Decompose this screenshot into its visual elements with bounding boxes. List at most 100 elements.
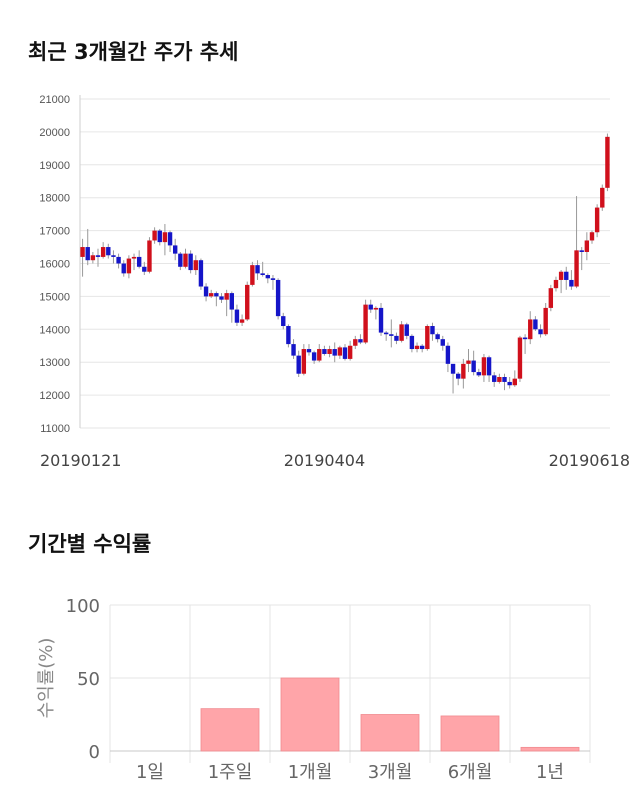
candle-body <box>275 279 281 317</box>
candle-body <box>564 271 569 280</box>
candle-body <box>450 363 456 374</box>
candle-body <box>533 319 538 330</box>
y-tick-label: 12000 <box>39 390 70 402</box>
candle-body <box>80 247 85 257</box>
candle-body <box>471 360 476 373</box>
candle-body <box>456 373 461 379</box>
candle-body <box>528 319 533 340</box>
candle-body <box>481 357 487 376</box>
candle-body <box>224 293 229 300</box>
candle-body <box>147 240 152 272</box>
bar <box>280 677 340 752</box>
candle-body <box>368 304 373 310</box>
candle-body <box>574 250 579 287</box>
candle-body <box>162 232 168 243</box>
candle-body <box>584 240 590 252</box>
x-tick-label: 20190618 <box>549 451 630 470</box>
candle-body <box>111 255 116 257</box>
candle-body <box>100 247 106 257</box>
candle-body <box>239 319 245 323</box>
candle-body <box>116 256 121 264</box>
candle-body <box>142 266 147 272</box>
candle-body <box>178 253 183 267</box>
candle-body <box>497 377 502 382</box>
candle-body <box>332 349 337 356</box>
candle-body <box>131 256 137 259</box>
y-tick-label: 19000 <box>39 160 70 172</box>
candle-body <box>569 279 574 287</box>
candle-body <box>558 271 564 280</box>
y-tick-label: 11000 <box>40 423 70 435</box>
candle-body <box>440 339 445 346</box>
stock-trend-title: 최근 3개월간 주가 추세 <box>28 40 239 64</box>
candle-body <box>476 372 481 376</box>
y-tick-label: 14000 <box>39 324 70 336</box>
candle-body <box>548 288 554 308</box>
candle-body <box>399 324 404 341</box>
candle-body <box>296 355 301 374</box>
candle-body <box>245 284 250 320</box>
candle-body <box>121 263 126 274</box>
candle-body <box>600 187 605 208</box>
candle-body <box>172 245 178 254</box>
y-tick-label: 16000 <box>39 259 70 271</box>
candle-body <box>445 345 451 364</box>
candle-body <box>203 286 209 297</box>
candle-body <box>522 337 528 340</box>
y-tick-label: 20000 <box>39 127 70 139</box>
candle-body <box>255 265 260 274</box>
candle-body <box>85 247 90 261</box>
candle-body <box>342 347 348 359</box>
candle-body <box>435 334 440 340</box>
x-tick-label: 20190121 <box>40 451 121 470</box>
candlestick-chart: 11000 12000 13000 14000 15000 16000 17000 18000… <box>39 94 630 470</box>
x-tick-label: 20190404 <box>284 451 365 470</box>
candle-body <box>414 345 420 350</box>
candle-body <box>378 307 384 333</box>
candle-body <box>322 349 327 354</box>
candle-body <box>234 309 240 323</box>
y-tick-label: 15000 <box>39 291 70 303</box>
candle-body <box>152 230 157 241</box>
candle-body <box>409 335 415 350</box>
candle-body <box>260 273 265 276</box>
candle-body <box>327 349 332 354</box>
candle-body <box>419 345 425 350</box>
y-tick-label: 17000 <box>39 226 70 238</box>
candle-body <box>594 207 600 233</box>
candle-body <box>579 250 584 252</box>
candle-body <box>502 377 507 382</box>
y-tick-label: 50 <box>77 669 100 690</box>
candle-body <box>553 279 559 289</box>
y-axis-label: 수익률(%) <box>36 638 57 719</box>
y-tick-label: 13000 <box>39 357 70 369</box>
candle-body <box>425 326 430 350</box>
x-tick-label: 3개월 <box>368 762 413 783</box>
candle-body <box>538 329 543 335</box>
candle-body <box>347 345 353 359</box>
candle-body <box>183 253 188 267</box>
x-tick-label: 1주일 <box>208 762 253 783</box>
candle-body <box>291 344 296 356</box>
bar <box>200 708 260 752</box>
bar <box>360 714 420 752</box>
candle-body <box>306 349 312 353</box>
candle-body <box>589 232 595 241</box>
candle-body <box>353 339 358 346</box>
candle-body <box>126 258 132 274</box>
x-tick-label: 1일 <box>136 762 164 783</box>
candle-body <box>301 349 307 374</box>
candle-body <box>492 375 497 382</box>
bar <box>440 715 500 752</box>
candle-body <box>188 253 193 271</box>
candle-body <box>466 360 471 364</box>
candle-body <box>281 316 286 327</box>
x-tick-label: 6개월 <box>448 762 493 783</box>
y-tick-label: 18000 <box>39 193 70 205</box>
y-tick-label: 100 <box>66 596 100 617</box>
y-tick-label: 0 <box>89 742 100 763</box>
candle-body <box>507 381 512 386</box>
candle-body <box>209 293 214 297</box>
period-return-title: 기간별 수익률 <box>28 532 152 556</box>
candle-body <box>265 275 271 279</box>
